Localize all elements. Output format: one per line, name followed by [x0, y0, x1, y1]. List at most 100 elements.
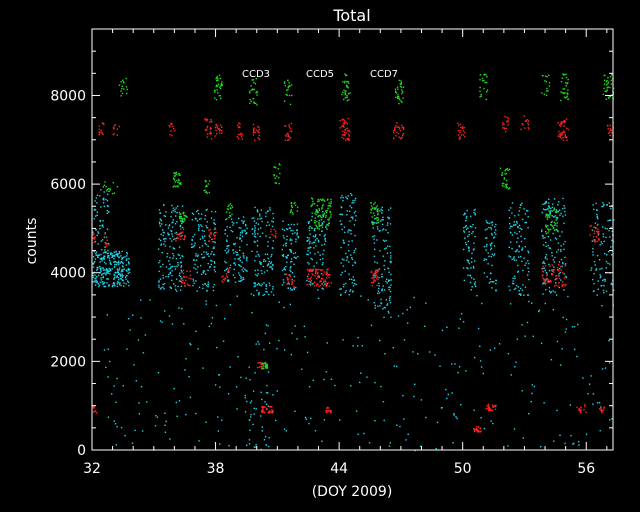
data-point	[508, 285, 510, 288]
data-point	[516, 220, 518, 223]
data-point	[486, 76, 488, 78]
data-point	[257, 218, 259, 220]
data-point	[396, 365, 398, 368]
data-point	[329, 411, 332, 413]
data-point	[95, 276, 98, 278]
data-point	[355, 215, 357, 217]
data-point	[194, 233, 196, 236]
data-point	[158, 209, 161, 211]
data-point	[169, 134, 171, 136]
data-point	[557, 249, 560, 251]
data-point	[413, 296, 415, 299]
data-point	[103, 123, 105, 126]
data-point	[359, 381, 361, 384]
data-point	[565, 73, 567, 76]
data-point	[272, 264, 274, 267]
data-point	[96, 269, 98, 271]
data-point	[272, 217, 275, 220]
data-point	[521, 260, 523, 263]
data-point	[316, 227, 319, 229]
data-point	[106, 252, 109, 255]
data-point	[398, 136, 400, 138]
data-point	[600, 408, 602, 410]
data-point	[542, 262, 544, 264]
data-point	[106, 190, 108, 192]
data-point	[210, 322, 213, 325]
data-point	[254, 372, 256, 374]
data-point	[552, 271, 555, 273]
data-point	[246, 259, 248, 262]
data-point	[513, 256, 515, 258]
data-point	[399, 98, 401, 101]
data-point	[104, 242, 106, 244]
data-point	[583, 409, 585, 411]
data-point	[425, 302, 427, 304]
data-point	[274, 182, 276, 184]
data-point	[316, 284, 318, 287]
data-point	[254, 285, 257, 287]
data-point	[183, 218, 186, 220]
data-point	[282, 279, 285, 281]
data-point	[206, 192, 208, 194]
data-point	[469, 281, 472, 284]
data-point	[174, 265, 176, 268]
data-point	[528, 128, 530, 130]
data-point	[565, 328, 567, 330]
data-point	[457, 124, 460, 127]
data-point	[316, 262, 318, 264]
data-point	[196, 255, 199, 257]
data-point	[326, 272, 328, 274]
data-point	[483, 87, 485, 90]
data-point	[345, 96, 348, 99]
data-point	[596, 402, 599, 404]
data-point	[180, 183, 182, 185]
data-point	[520, 294, 522, 296]
data-point	[611, 239, 613, 241]
data-point	[555, 228, 557, 230]
data-point	[243, 220, 245, 222]
data-point	[340, 197, 342, 199]
data-point	[177, 262, 179, 264]
data-point	[262, 409, 265, 411]
data-point	[325, 214, 327, 217]
data-point	[395, 91, 397, 93]
data-point	[547, 90, 549, 92]
data-point	[347, 231, 349, 233]
data-point	[512, 282, 515, 285]
data-point	[360, 295, 362, 297]
data-point	[604, 252, 606, 255]
data-point	[564, 214, 567, 216]
data-point	[263, 439, 266, 441]
data-point	[117, 270, 119, 272]
data-point	[257, 362, 259, 364]
data-point	[329, 210, 331, 213]
data-point	[195, 259, 198, 261]
data-point	[285, 273, 287, 275]
data-point	[120, 284, 122, 287]
data-point	[183, 213, 185, 215]
data-point	[173, 238, 175, 241]
data-point	[553, 221, 556, 224]
data-point	[321, 222, 323, 224]
data-point	[123, 282, 125, 284]
data-point	[250, 89, 253, 91]
data-point	[258, 292, 260, 295]
data-point	[318, 200, 320, 202]
data-point	[289, 103, 292, 106]
data-point	[381, 289, 383, 291]
data-point	[270, 230, 272, 233]
data-point	[474, 430, 476, 432]
data-point	[354, 219, 357, 221]
data-point	[328, 222, 330, 224]
data-point	[167, 233, 169, 236]
data-point	[599, 276, 601, 279]
data-point	[113, 265, 116, 268]
data-point	[259, 218, 261, 220]
data-point	[566, 136, 568, 138]
data-point	[171, 270, 173, 272]
data-point	[181, 205, 184, 207]
data-point	[111, 256, 113, 259]
data-point	[205, 129, 207, 131]
data-point	[127, 272, 129, 274]
data-point	[284, 139, 286, 141]
